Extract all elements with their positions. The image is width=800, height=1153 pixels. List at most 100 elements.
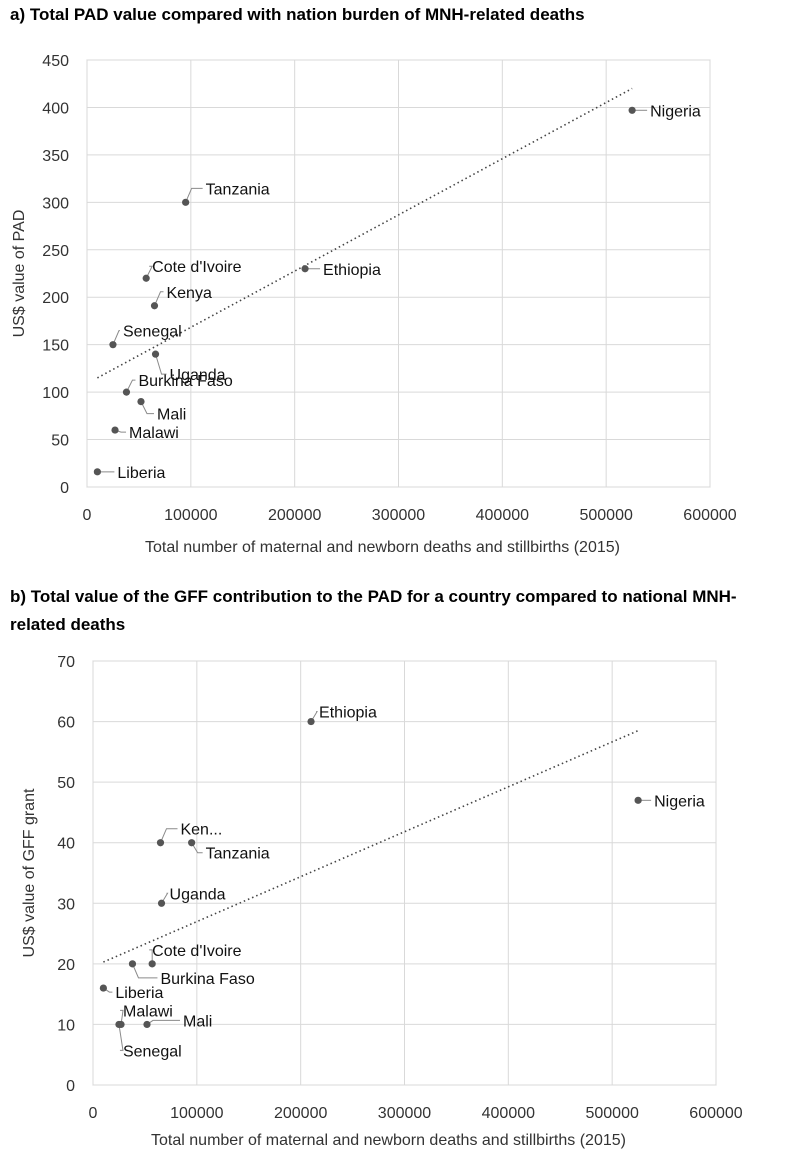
- chart-a-y-tick-label: 450: [42, 53, 69, 70]
- chart-a-point: [142, 274, 150, 282]
- chart-a-point-label: Burkina Faso: [138, 373, 232, 390]
- chart-a-leader-line: [154, 291, 164, 306]
- chart-a-x-tick-label: 500000: [579, 507, 632, 524]
- chart-a-point-label: Tanzania: [206, 181, 270, 198]
- chart-a-x-tick-label: 300000: [372, 507, 425, 524]
- chart-a-point-label: Cote d'Ivoire: [152, 259, 241, 276]
- chart-a-point: [93, 468, 101, 476]
- chart-a-point-label: Nigeria: [650, 103, 701, 120]
- chart-a-x-tick-label: 0: [83, 507, 92, 524]
- chart-a-point-label: Liberia: [117, 465, 165, 482]
- chart-b-x-tick-label: 400000: [482, 1105, 535, 1122]
- chart-a-point: [137, 398, 145, 406]
- chart-b-point: [99, 984, 107, 992]
- chart-b-y-tick-label: 20: [57, 957, 75, 974]
- chart-b-leader-line: [310, 711, 318, 722]
- chart-b-leader-line: [191, 842, 203, 854]
- chart-b-y-tick-label: 70: [57, 654, 75, 671]
- chart-b-point: [148, 960, 156, 968]
- chart-a-y-tick-label: 100: [42, 385, 69, 402]
- chart-a-point: [122, 388, 131, 396]
- chart-b-y-tick-label: 10: [57, 1017, 75, 1034]
- chart-a-y-tick-label: 350: [42, 148, 69, 165]
- chart-a-point: [301, 265, 309, 273]
- chart-a-point-label: Kenya: [166, 285, 211, 302]
- chart-b-point-label: Malawi: [123, 1003, 173, 1020]
- chart-a-leader-line: [155, 354, 167, 375]
- chart-b-point: [156, 839, 165, 847]
- chart-a-point-label: Malawi: [129, 425, 179, 442]
- chart-b-y-tick-label: 50: [57, 775, 75, 792]
- chart-b-leader-line: [120, 1009, 124, 1025]
- chart-b-point-label: Nigeria: [654, 793, 705, 810]
- chart-b-leader-line: [131, 963, 158, 979]
- chart-b-point: [188, 839, 196, 847]
- chart-a-x-tick-label: 400000: [476, 507, 529, 524]
- chart-a-point: [150, 302, 159, 310]
- chart-a-point: [182, 198, 190, 206]
- chart-b-point-label: Uganda: [170, 886, 226, 903]
- chart-b-x-tick-label: 200000: [274, 1105, 327, 1122]
- chart-a-point-label: Ethiopia: [323, 262, 381, 279]
- chart-a-point-label: Senegal: [123, 324, 182, 341]
- chart-b-leader-line: [160, 828, 178, 843]
- chart-b-point-label: Ethiopia: [319, 705, 377, 722]
- chart-b-point: [157, 899, 166, 907]
- chart-a-point: [111, 426, 119, 434]
- chart-b-y-axis-title: US$ value of GFF grant: [21, 788, 38, 958]
- chart-a-y-tick-label: 150: [42, 338, 69, 355]
- chart-b-leader-line: [149, 949, 153, 964]
- chart-a-point-label: Uganda: [170, 367, 226, 384]
- chart-b-leader-line: [118, 1024, 124, 1051]
- chart-b-point-label: Cote d'Ivoire: [152, 943, 241, 960]
- chart-a-y-tick-label: 200: [42, 290, 69, 307]
- chart-b-point-label: Senegal: [123, 1043, 182, 1060]
- chart-a-x-axis-title: Total number of maternal and newborn dea…: [145, 539, 620, 556]
- chart-a-point-label: Mali: [157, 407, 186, 424]
- chart-a-y-axis-title: US$ value of PAD: [11, 210, 28, 338]
- chart-a-title: a) Total PAD value compared with nation …: [10, 5, 585, 24]
- chart-b-y-tick-label: 40: [57, 836, 75, 853]
- chart-b-point: [115, 1020, 123, 1029]
- chart-b-x-axis-title: Total number of maternal and newborn dea…: [151, 1132, 626, 1149]
- chart-a-point: [109, 341, 117, 349]
- chart-a-point: [628, 106, 636, 114]
- chart-b-point: [634, 796, 642, 804]
- chart-a-y-tick-label: 400: [42, 100, 69, 117]
- chart-b-point: [307, 717, 315, 726]
- chart-b-trendline: [103, 729, 639, 963]
- chart-b-point-label: Mali: [183, 1013, 212, 1030]
- chart-a-y-tick-label: 250: [42, 243, 69, 260]
- chart-a-y-tick-label: 50: [51, 433, 69, 450]
- chart-b-leader-line: [146, 1019, 180, 1025]
- chart-b-title: b) Total value of the GFF contribution t…: [10, 587, 737, 634]
- chart-b-x-tick-label: 600000: [689, 1105, 742, 1122]
- chart-a-x-tick-label: 100000: [164, 507, 217, 524]
- chart-a-y-tick-label: 0: [60, 480, 69, 497]
- chart-a-x-tick-label: 600000: [683, 507, 736, 524]
- chart-a-y-tick-label: 300: [42, 195, 69, 212]
- chart-b-x-tick-label: 0: [89, 1105, 98, 1122]
- chart-b-x-tick-label: 500000: [585, 1105, 638, 1122]
- chart-a-leader-line: [145, 265, 153, 279]
- chart-a: 0 100000 200000 300000 400000 500000 600000 0 50…: [11, 53, 737, 556]
- chart-b-x-tick-label: 100000: [170, 1105, 223, 1122]
- chart-b-point-label: Ken...: [180, 822, 222, 839]
- chart-a-leader-line: [185, 187, 203, 203]
- chart-a-leader-line: [112, 330, 120, 345]
- chart-a-point: [151, 350, 160, 358]
- chart-b-x-tick-label: 300000: [378, 1105, 431, 1122]
- chart-a-leader-line: [126, 379, 136, 393]
- chart-a-leader-line: [140, 401, 154, 415]
- chart-b-y-tick-label: 0: [66, 1078, 75, 1095]
- chart-b-y-tick-label: 60: [57, 715, 75, 732]
- chart-b-point-label: Tanzania: [206, 846, 270, 863]
- chart-b-point-label: Burkina Faso: [160, 971, 254, 988]
- chart-b-leader-line: [161, 892, 169, 904]
- chart-b-point: [128, 960, 137, 968]
- chart-a-x-tick-label: 200000: [268, 507, 321, 524]
- chart-b-point: [143, 1020, 151, 1029]
- chart-b-y-tick-label: 30: [57, 896, 75, 913]
- chart-b-point-label: Liberia: [115, 985, 163, 1002]
